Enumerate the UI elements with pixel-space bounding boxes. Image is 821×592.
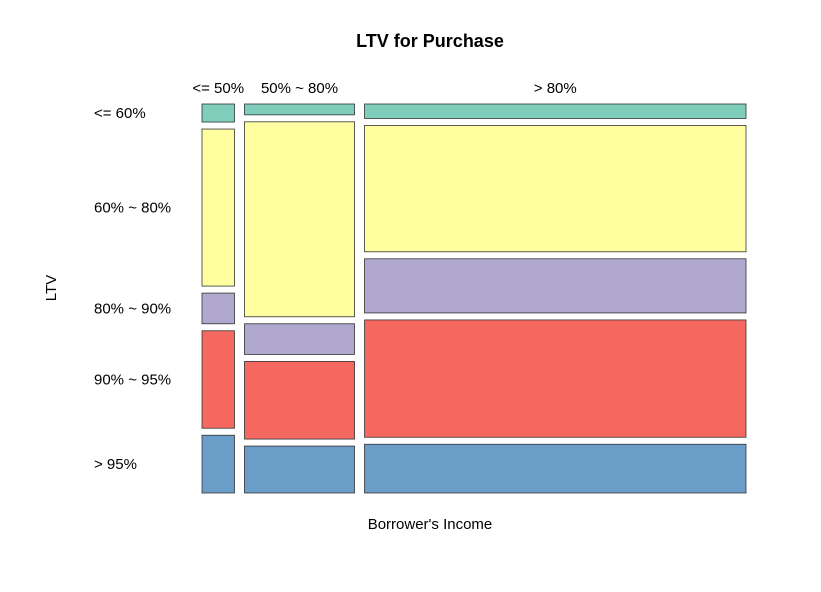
chart-title: LTV for Purchase [356,31,504,51]
y-tick-60-80: 60% ~ 80% [94,200,171,217]
tile-80-80-90 [364,258,747,314]
y-tick-95: > 95% [94,456,137,473]
tile-50-80-60 [244,103,355,116]
y-tick-labels: <= 60% 60% ~ 80% 80% ~ 90% 90% ~ 95% > 95% [94,105,171,473]
tile-50-80-95 [244,445,355,494]
x-tick-labels: <= 50% 50% ~ 80% > 80% [192,80,576,97]
mosaic-tiles [201,103,747,494]
tile-80-95 [364,443,747,494]
x-tick-50-80: 50% ~ 80% [261,80,338,97]
tile-80-60 [364,103,747,119]
tile-50-80-90-95 [244,361,355,440]
tile-50-60-80 [201,128,235,287]
y-tick-60: <= 60% [94,105,146,122]
y-axis-label: LTV [43,275,60,301]
x-axis-label: Borrower's Income [368,516,493,533]
tile-80-90-95 [364,319,747,438]
tile-50-80-60-80 [244,121,355,318]
y-tick-90-95: 90% ~ 95% [94,372,171,389]
tile-80-60-80 [364,125,747,253]
tile-50-90-95 [201,330,235,429]
x-tick-80: > 80% [534,80,577,97]
tile-50-95 [201,434,235,494]
tile-50-60 [201,103,235,123]
y-tick-80-90: 80% ~ 90% [94,300,171,317]
tile-50-80-90 [201,292,235,325]
x-tick-50: <= 50% [192,80,244,97]
tile-50-80-80-90 [244,323,355,355]
